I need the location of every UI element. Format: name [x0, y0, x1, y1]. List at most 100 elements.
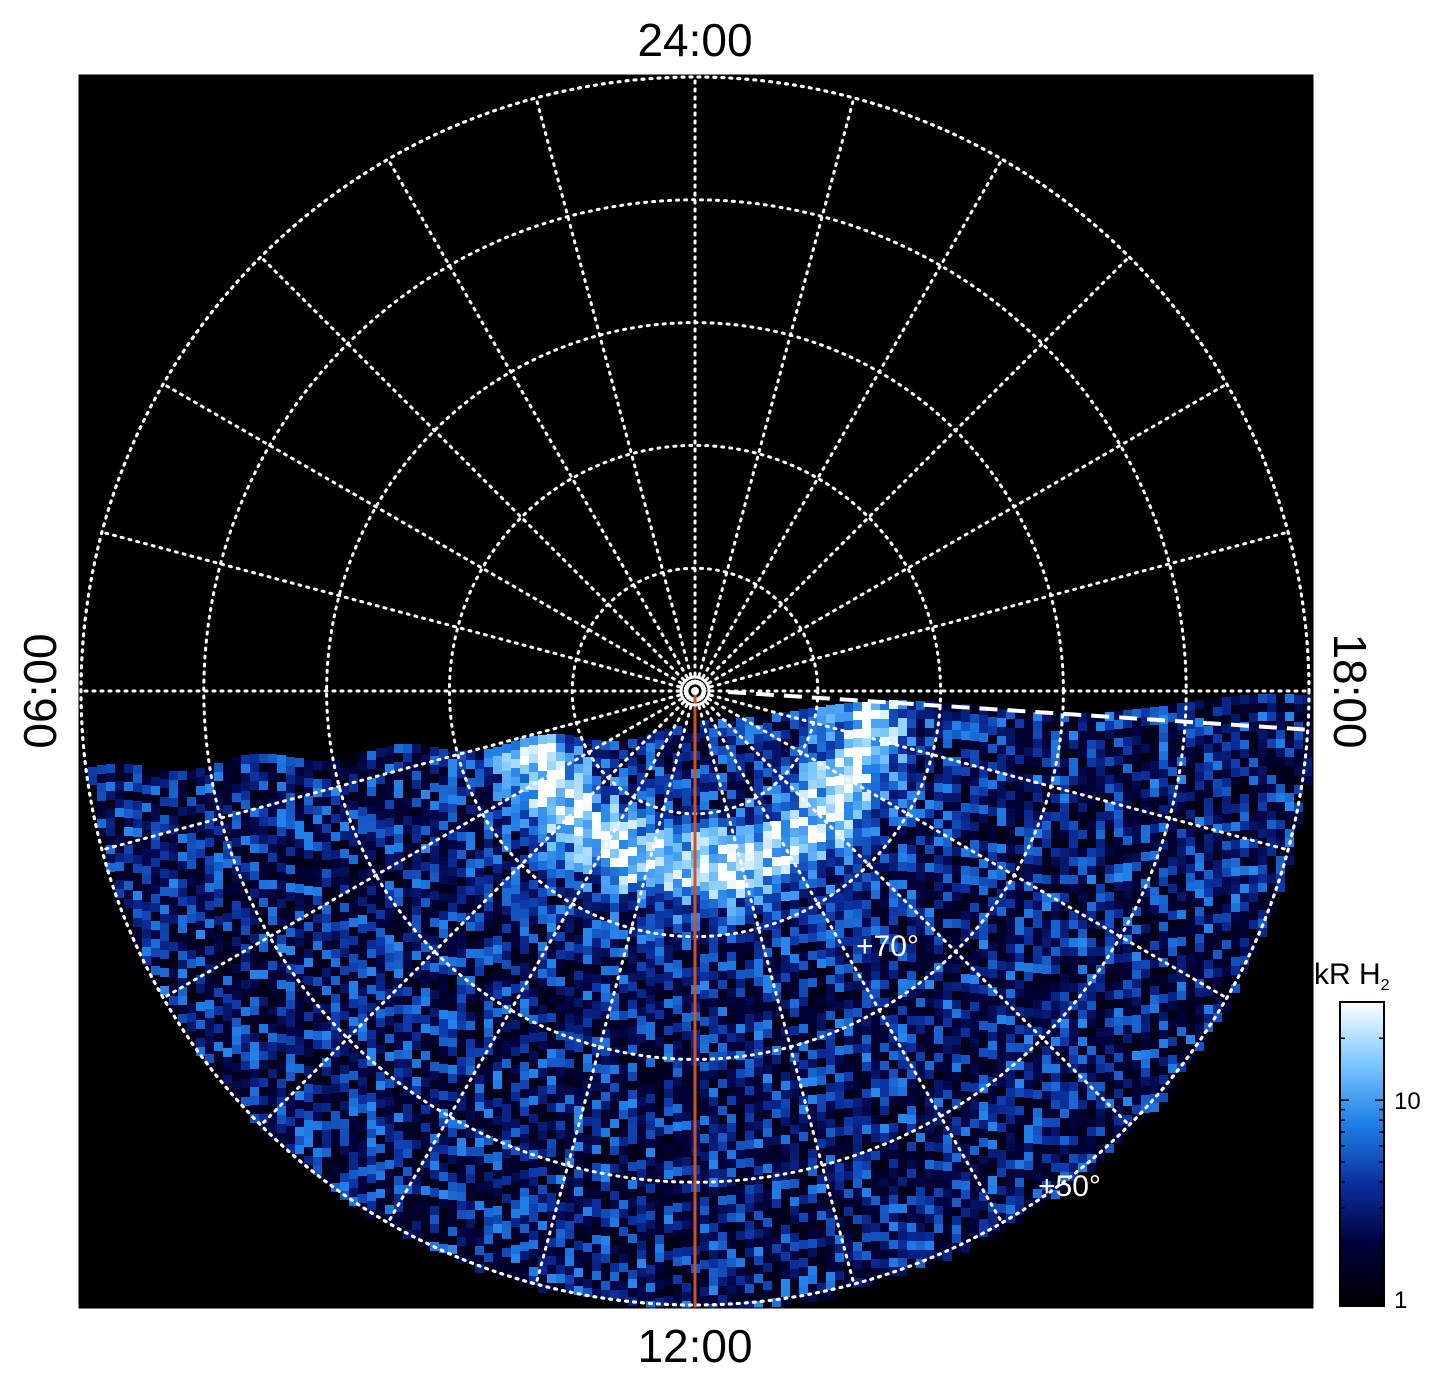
emission-pixel: [286, 802, 295, 811]
emission-pixel: [934, 1071, 943, 1080]
emission-pixel: [295, 1019, 304, 1028]
emission-pixel: [709, 1070, 718, 1079]
emission-pixel: [421, 988, 430, 997]
emission-pixel: [187, 959, 196, 968]
emission-pixel: [331, 1165, 340, 1174]
emission-pixel: [619, 1092, 628, 1101]
emission-pixel: [637, 1295, 646, 1304]
emission-pixel: [520, 1134, 529, 1143]
emission-pixel: [556, 1274, 565, 1283]
emission-pixel: [835, 1109, 844, 1118]
emission-pixel: [403, 1032, 412, 1041]
emission-pixel: [529, 1168, 538, 1177]
emission-pixel: [349, 1143, 358, 1152]
emission-pixel: [412, 1140, 421, 1149]
emission-pixel: [133, 828, 142, 837]
emission-pixel: [133, 873, 142, 882]
emission-pixel: [421, 961, 430, 970]
emission-pixel: [880, 737, 889, 747]
emission-pixel: [772, 1235, 781, 1244]
emission-pixel: [754, 716, 763, 733]
emission-pixel: [340, 840, 349, 849]
emission-pixel: [898, 1186, 907, 1195]
emission-pixel: [295, 884, 304, 893]
emission-pixel: [385, 1070, 394, 1079]
emission-pixel: [106, 863, 115, 872]
emission-pixel: [916, 710, 925, 725]
emission-pixel: [403, 969, 412, 978]
emission-pixel: [925, 1160, 934, 1169]
emission-pixel: [313, 1058, 322, 1067]
emission-pixel: [889, 907, 898, 922]
emission-pixel: [808, 726, 817, 742]
emission-pixel: [844, 1270, 853, 1279]
emission-pixel: [295, 1001, 304, 1010]
emission-pixel: [682, 914, 691, 929]
emission-pixel: [367, 1111, 376, 1120]
emission-pixel: [439, 929, 448, 938]
emission-pixel: [421, 1168, 430, 1177]
emission-pixel: [106, 791, 115, 800]
emission-pixel: [403, 861, 412, 870]
emission-pixel: [529, 997, 538, 1006]
emission-pixel: [511, 867, 520, 878]
emission-pixel: [322, 815, 331, 824]
emission-pixel: [637, 962, 646, 975]
emission-pixel: [916, 971, 925, 980]
emission-pixel: [160, 923, 169, 932]
emission-pixel: [772, 992, 781, 1001]
emission-pixel: [511, 966, 520, 975]
emission-pixel: [187, 914, 196, 923]
emission-pixel: [295, 1037, 304, 1046]
emission-pixel: [142, 866, 151, 875]
emission-pixel: [736, 1168, 745, 1177]
emission-pixel: [565, 861, 574, 875]
emission-pixel: [736, 1294, 745, 1303]
emission-pixel: [394, 1113, 403, 1122]
emission-pixel: [790, 1143, 799, 1152]
emission-pixel: [547, 1076, 556, 1085]
emission-pixel: [772, 767, 781, 782]
emission-pixel: [385, 791, 394, 800]
emission-pixel: [754, 995, 763, 1004]
emission-pixel: [718, 728, 727, 743]
emission-pixel: [295, 803, 304, 812]
emission-pixel: [916, 1106, 925, 1115]
emission-pixel: [727, 934, 736, 949]
emission-pixel: [925, 1151, 934, 1160]
emission-pixel: [313, 896, 322, 905]
emission-pixel: [385, 1196, 394, 1205]
emission-pixel: [781, 1297, 790, 1306]
emission-pixel: [439, 1037, 448, 1046]
emission-pixel: [844, 1234, 853, 1243]
emission-pixel: [250, 889, 259, 898]
emission-pixel: [430, 1134, 439, 1143]
emission-pixel: [178, 861, 187, 870]
emission-pixel: [826, 1101, 835, 1110]
emission-pixel: [196, 867, 205, 876]
emission-pixel: [934, 792, 943, 801]
emission-pixel: [583, 865, 592, 882]
emission-pixel: [529, 862, 538, 876]
emission-pixel: [745, 1284, 754, 1293]
emission-pixel: [142, 794, 151, 803]
emission-pixel: [250, 1042, 259, 1051]
emission-pixel: [358, 825, 367, 834]
emission-pixel: [214, 1024, 223, 1033]
emission-pixel: [709, 746, 718, 755]
emission-pixel: [736, 1033, 745, 1042]
emission-pixel: [538, 1203, 547, 1212]
emission-pixel: [601, 741, 610, 751]
emission-pixel: [241, 989, 250, 998]
emission-pixel: [304, 1138, 313, 1147]
emission-pixel: [646, 1067, 655, 1076]
emission-pixel: [493, 1071, 502, 1080]
emission-pixel: [727, 898, 736, 911]
emission-pixel: [592, 920, 601, 934]
emission-pixel: [637, 1250, 646, 1259]
emission-pixel: [322, 770, 331, 779]
emission-pixel: [466, 895, 475, 904]
emission-pixel: [349, 864, 358, 873]
emission-pixel: [637, 890, 646, 904]
emission-pixel: [196, 894, 205, 903]
